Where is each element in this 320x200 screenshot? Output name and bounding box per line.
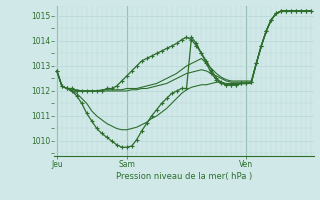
X-axis label: Pression niveau de la mer( hPa ): Pression niveau de la mer( hPa ) [116, 172, 252, 181]
